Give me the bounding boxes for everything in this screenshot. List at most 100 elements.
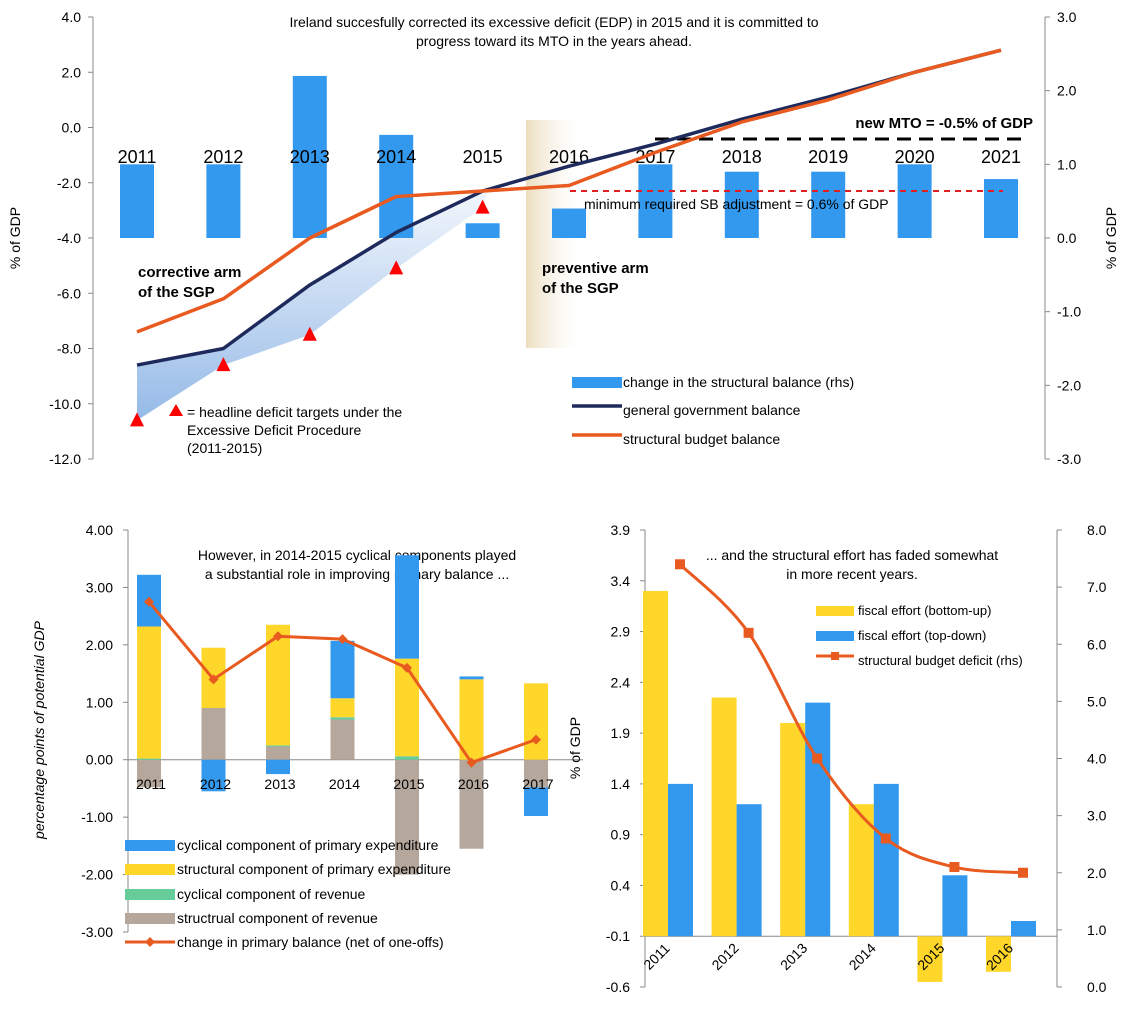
- left-tick-label: 2.00: [86, 637, 113, 653]
- bar-fiscal-effort-top-down-2013: [805, 702, 831, 937]
- bar-cyclical-component-of-primary-expenditure-2014: [330, 640, 355, 699]
- line-marker-2017: [531, 734, 541, 745]
- bar-structural-change-2021: [984, 179, 1018, 238]
- left-tick-label: 2.9: [611, 624, 631, 640]
- targets-legend-marker: [169, 404, 183, 416]
- target-marker-2012: [216, 357, 231, 372]
- preventive-arm-label-line2: of the SGP: [542, 280, 619, 297]
- left-tick-label: 4.0: [62, 9, 82, 25]
- line-marker-2013: [273, 631, 283, 642]
- right-tick-label: 2.0: [1057, 83, 1077, 99]
- x-tick-label: 2021: [981, 147, 1021, 167]
- left-tick-label: -2.00: [81, 867, 113, 883]
- right-tick-label: 0.0: [1087, 979, 1107, 995]
- sb-adjustment-annotation: minimum required SB adjustment = 0.6% of…: [584, 196, 889, 212]
- line-marker-2016: [466, 757, 477, 768]
- bar-structural-change-2015: [465, 223, 500, 238]
- legend-swatch: [816, 606, 854, 616]
- right-tick-label: 4.0: [1087, 751, 1107, 767]
- line-marker-2012: [743, 627, 754, 638]
- line-marker-2014: [880, 833, 891, 844]
- left-tick-label: 0.0: [62, 120, 82, 136]
- corrective-arm-label-line1: corrective arm: [138, 264, 241, 281]
- right-tick-label: 7.0: [1087, 579, 1107, 595]
- bar-cyclical-component-of-primary-expenditure-2015: [395, 555, 419, 659]
- bar-structrual-component-of-revenue-2013: [266, 746, 290, 760]
- legend-swatch: [125, 913, 175, 924]
- x-tick-label: 2011: [136, 776, 166, 792]
- target-marker-2013: [302, 326, 317, 341]
- chart-title: a substantial role in improving primary …: [205, 566, 509, 582]
- right-tick-label: 0.0: [1057, 230, 1077, 246]
- x-tick-label: 2012: [200, 776, 231, 792]
- left-tick-label: -0.6: [606, 979, 630, 995]
- x-tick-label: 2017: [635, 147, 675, 167]
- legend-label: structrual component of revenue: [177, 910, 378, 926]
- bar-structural-component-of-primary-expenditure-2011: [137, 626, 161, 759]
- left-tick-label: 3.00: [86, 579, 113, 595]
- bar-structural-change-2017: [638, 164, 673, 238]
- line-marker-2014: [337, 634, 348, 645]
- chart-title: progress toward its MTO in the years ahe…: [416, 33, 692, 49]
- x-tick-label: 2015: [463, 147, 503, 167]
- left-tick-label: 3.9: [611, 522, 631, 538]
- left-tick-label: 2.0: [62, 64, 82, 80]
- x-tick-label: 2013: [264, 776, 295, 792]
- left-tick-label: 0.9: [611, 827, 631, 843]
- left-tick-label: -3.00: [81, 924, 113, 940]
- corrective-arm-area: [137, 155, 489, 421]
- right-tick-label: 3.0: [1057, 9, 1077, 25]
- bar-structural-change-2020: [897, 164, 932, 238]
- bar-structrual-component-of-revenue-2014: [330, 719, 355, 760]
- bar-cyclical-component-of-revenue-2014: [330, 717, 355, 720]
- legend-swatch-marker: [831, 652, 839, 660]
- line-marker-2015: [402, 662, 412, 673]
- bar-structural-component-of-primary-expenditure-2017: [524, 683, 548, 760]
- x-tick-label: 2015: [393, 776, 424, 792]
- left-tick-label: 0.00: [86, 752, 113, 768]
- bar-structural-component-of-primary-expenditure-2016: [459, 679, 484, 760]
- legend-swatch-marker: [145, 937, 155, 947]
- line-marker-2013: [812, 753, 823, 764]
- target-marker-2014: [389, 260, 404, 275]
- bar-structrual-component-of-revenue-2012: [201, 708, 226, 760]
- x-tick-label: 2012: [203, 147, 243, 167]
- bar-fiscal-effort-bottom-up-2016: [986, 936, 1011, 972]
- bar-cyclical-component-of-primary-expenditure-2017: [524, 787, 548, 816]
- line-general-government-balance: [136, 48, 1002, 367]
- left-tick-label: 3.4: [611, 573, 631, 589]
- legend-label: change in the structural balance (rhs): [623, 374, 854, 390]
- left-tick-label: 1.00: [86, 694, 113, 710]
- left-tick-label: -1.00: [81, 809, 113, 825]
- chart-3: 3.9 3.4 2.9 2.4 1.9 1.4 0.9 0.4 -0.1 -0.6 8.0 7.0 6.…: [567, 522, 1107, 995]
- legend-swatch-bars: [572, 377, 622, 388]
- left-tick-label: -2.0: [57, 175, 81, 191]
- preventive-arm-label-line1: preventive arm: [542, 260, 649, 277]
- bar-structrual-component-of-revenue-2011: [137, 759, 161, 788]
- bar-fiscal-effort-top-down-2015: [942, 875, 968, 937]
- legend-swatch: [125, 840, 175, 851]
- chart-1: 4.0 2.0 0.0 -2.0 -4.0 -6.0 -8.0 -10.0 -12.0 3.0 2.…: [7, 9, 1119, 467]
- line-marker-2011: [675, 559, 685, 570]
- targets-note-line1: = headline deficit targets under the: [187, 404, 402, 420]
- chart-2: 4.00 3.00 2.00 1.00 0.00 -1.00 -2.00 -3.00 perce…: [31, 522, 583, 950]
- bar-structural-component-of-primary-expenditure-2015: [395, 658, 419, 757]
- chart-title: However, in 2014-2015 cyclical component…: [198, 547, 516, 563]
- x-tick-label: 2018: [722, 147, 762, 167]
- y-axis-label: % of GDP: [567, 717, 583, 779]
- target-marker-2011: [130, 412, 144, 427]
- legend-swatch: [125, 864, 175, 875]
- left-tick-label: -8.0: [57, 341, 81, 357]
- x-tick-label: 2014: [329, 776, 360, 792]
- mto-annotation: new MTO = -0.5% of GDP: [855, 115, 1033, 132]
- x-tick-label: 2011: [118, 147, 157, 167]
- left-tick-label: -12.0: [49, 451, 81, 467]
- bar-structrual-component-of-revenue-2016: [459, 759, 484, 849]
- right-tick-label: 5.0: [1087, 693, 1107, 709]
- bar-structural-change-2018: [724, 171, 759, 238]
- left-tick-label: 2.4: [611, 674, 631, 690]
- legend-label: structural budget balance: [623, 431, 780, 447]
- left-tick-label: -6.0: [57, 285, 81, 301]
- bar-structural-change-2012: [206, 164, 241, 238]
- target-marker-2015: [475, 199, 490, 214]
